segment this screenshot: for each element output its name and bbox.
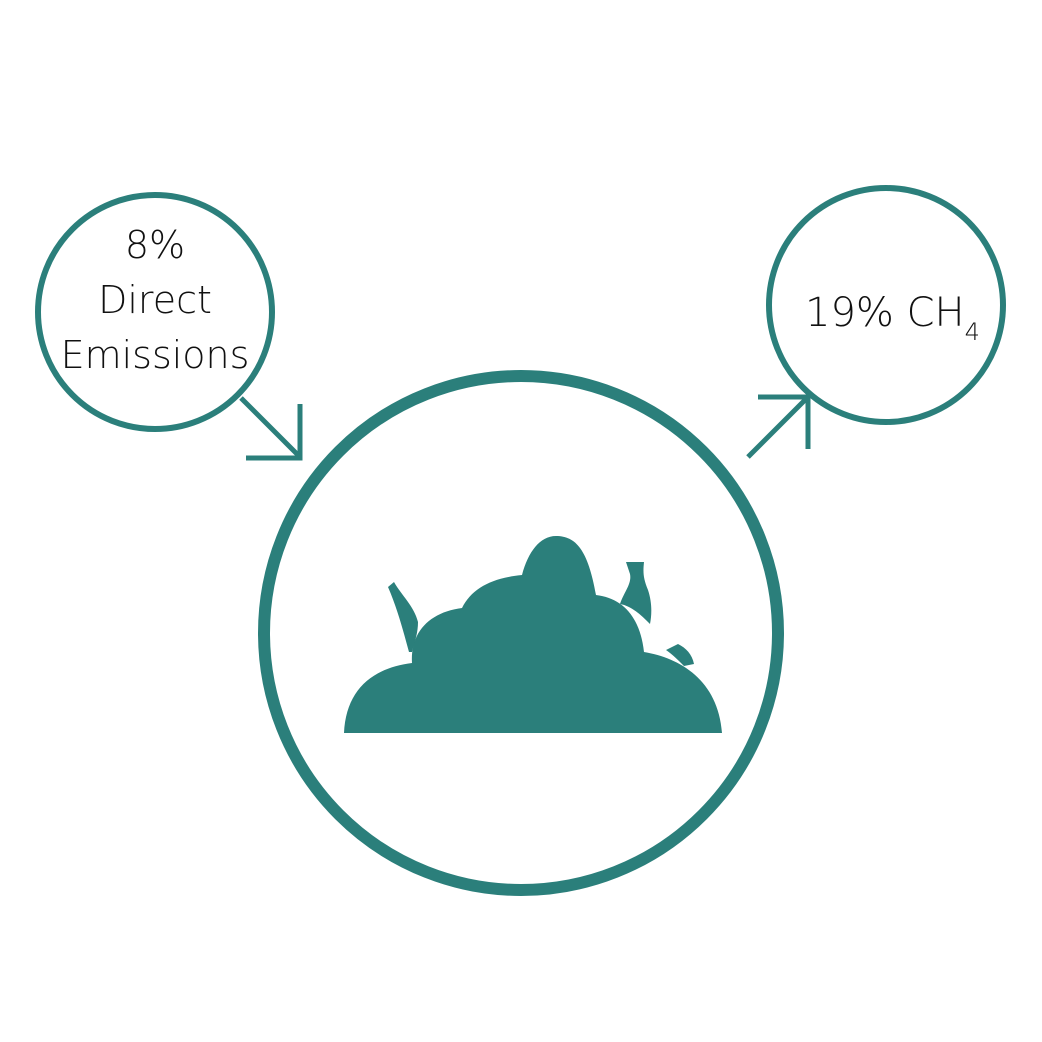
waste-pile-icon: [344, 536, 722, 733]
methane-circle: [766, 185, 1006, 425]
arrow-up-right-icon: [746, 394, 811, 459]
landfill-node: [258, 370, 784, 896]
direct-emissions-word-direct: Direct: [98, 278, 212, 322]
arrow-down-right-icon: [239, 396, 303, 461]
direct-emissions-word-emissions: Emissions: [61, 333, 250, 377]
landfill-circle: [258, 370, 784, 896]
methane-node: 19% CH4: [766, 185, 1006, 425]
direct-emissions-node: 8% Direct Emissions: [35, 192, 275, 432]
direct-emissions-percent: 8%: [125, 223, 185, 267]
methane-prefix: 19% CH: [805, 290, 965, 336]
direct-emissions-circle: [35, 192, 275, 432]
methane-label: 19% CH4: [805, 290, 980, 346]
methane-subscript: 4: [965, 318, 980, 346]
